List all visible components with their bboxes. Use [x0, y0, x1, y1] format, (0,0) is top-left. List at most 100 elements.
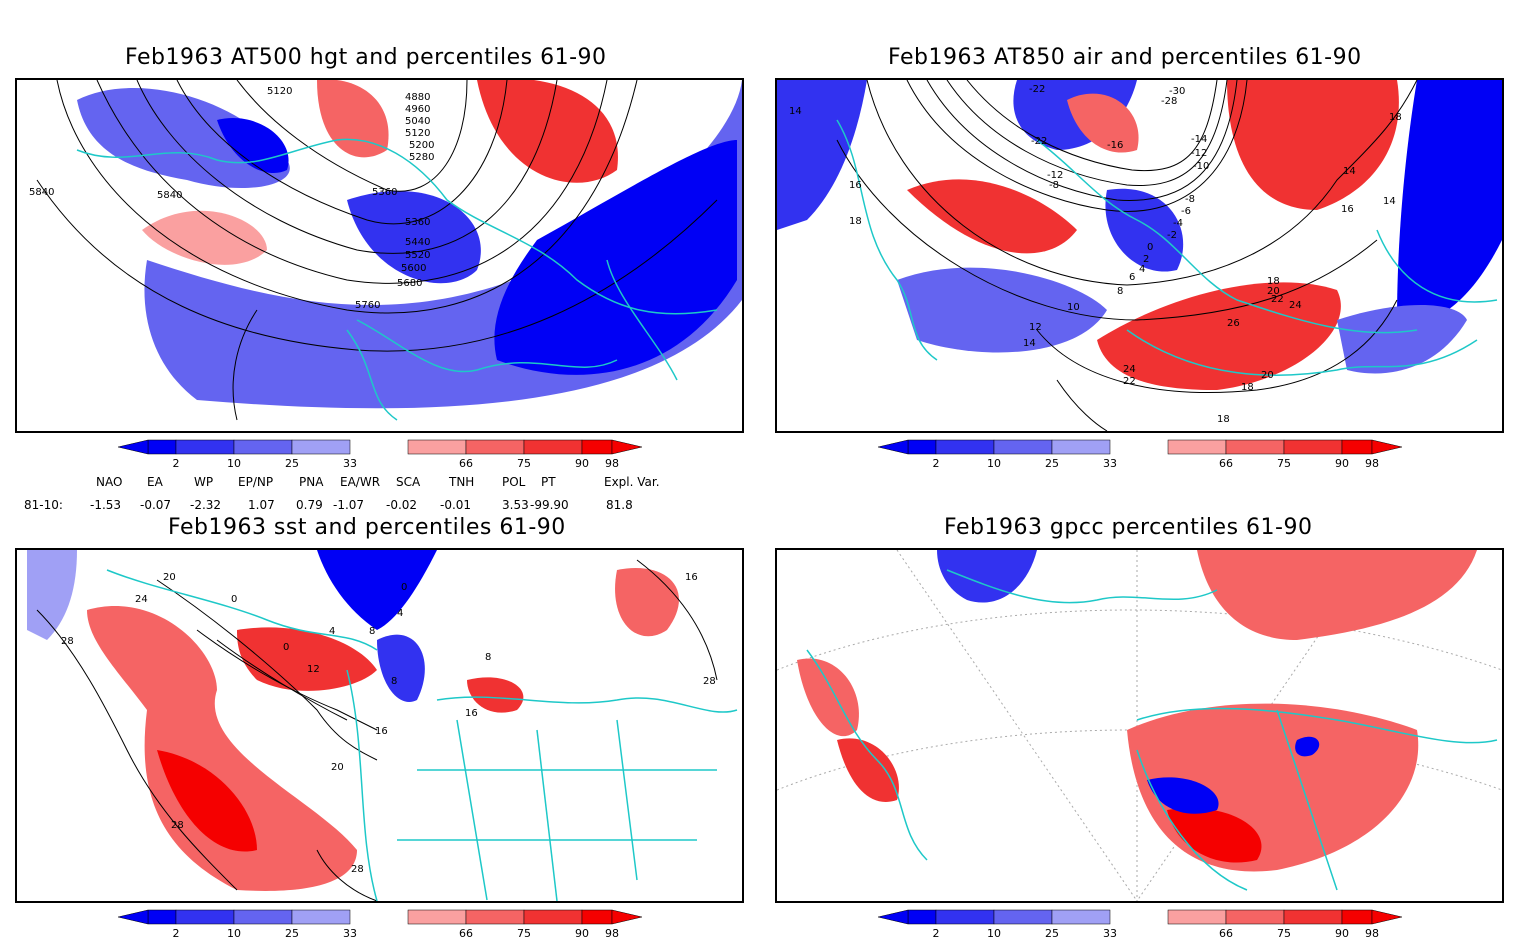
index-header: EA/WR: [340, 475, 381, 489]
contour-label: 12: [307, 664, 320, 675]
colorbar-segment: [993, 439, 1053, 455]
panel-title-air850: Feb1963 AT850 air and percentiles 61-90: [888, 45, 1362, 70]
precip-red-africa-core: [1167, 808, 1262, 863]
contour-label: 26: [1227, 318, 1240, 329]
colorbar-segment: [1051, 909, 1111, 925]
contour-label: 5440: [405, 237, 430, 248]
anomaly-blue-africa-east: [1337, 305, 1467, 374]
contour-label: 22: [1271, 294, 1284, 305]
contour-label: 5840: [157, 190, 182, 201]
anomaly-red-caspian: [615, 568, 679, 637]
colorbar-tick-label: 2: [173, 927, 180, 940]
contour-label: 5120: [405, 128, 430, 139]
colorbar-tick-label: 90: [575, 927, 589, 940]
colorbar-segment: [407, 439, 467, 455]
colorbar-left-arrow: [877, 909, 909, 925]
colorbar-segment: [1167, 909, 1227, 925]
colorbar-right-arrow: [611, 909, 643, 925]
contour-label: 20: [1267, 286, 1280, 297]
contour-label: 5840: [29, 187, 54, 198]
contour-label: 14: [1383, 196, 1396, 207]
contour-label: -10: [1193, 161, 1209, 172]
anomaly-red-pacific: [87, 606, 357, 891]
contour-label: 28: [703, 676, 716, 687]
colorbar-segment: [175, 909, 235, 925]
contour-label: 18: [1389, 112, 1402, 123]
contour-label: 4: [329, 626, 335, 637]
contour-label: 5200: [409, 140, 434, 151]
colorbar-segment: [1051, 439, 1111, 455]
anomaly-red-atlantic: [237, 627, 377, 691]
colorbar-segment: [1283, 909, 1343, 925]
anomaly-red-north: [317, 80, 389, 158]
colorbar-segment: [233, 439, 293, 455]
index-value: -99.90: [530, 498, 569, 512]
colorbar-tick-label: 33: [1103, 457, 1117, 470]
index-value: -2.32: [190, 498, 222, 512]
contour-label: 22: [1123, 376, 1136, 387]
contour-label: 24: [1123, 364, 1136, 375]
contour-label: 0: [231, 594, 237, 605]
colorbar-segment: [233, 909, 293, 925]
contour-label: 4960: [405, 104, 430, 115]
contour-label: -6: [1181, 206, 1191, 217]
colorbar-tick-label: 98: [605, 457, 619, 470]
index-header: EA: [147, 475, 163, 489]
anomaly-blue-core: [217, 118, 289, 173]
contour-label: 5360: [405, 217, 430, 228]
map-panel-gpcc: [775, 548, 1504, 903]
contour-label: 5600: [401, 263, 426, 274]
contour-label: 14: [789, 106, 802, 117]
anomaly-blue-europe: [347, 190, 481, 284]
colorbar-left-arrow: [117, 439, 149, 455]
precip-blue-east: [1295, 736, 1320, 757]
index-header: WP: [194, 475, 214, 489]
colorbar-left-arrow: [877, 439, 909, 455]
map-panel-hgt500: 5120 4880 4960 5040 5120 5200 5280 5360 …: [15, 78, 744, 433]
colorbar-segment: [1167, 439, 1227, 455]
contour-label: 5520: [405, 250, 430, 261]
contour-label: 2: [1143, 254, 1149, 265]
contour-label: -4: [1173, 218, 1183, 229]
colorbar-tick-label: 66: [1219, 457, 1233, 470]
colorbar-tick-label: 25: [1045, 457, 1059, 470]
index-header: PNA: [299, 475, 324, 489]
colorbar-svg: 2 10 25 33 66 75 90 98: [117, 909, 643, 940]
map-panel-sst: 24 20 28 0 0 4 8 12 16 20 28 28 28 8 16 …: [15, 548, 744, 903]
colorbar-tick-label: 10: [987, 927, 1001, 940]
map-svg-gpcc: [777, 550, 1502, 901]
anomaly-blue-pacific: [897, 267, 1107, 353]
contour-label: 8: [485, 652, 491, 663]
index-header: POL: [502, 475, 526, 489]
index-header: NAO: [96, 475, 123, 489]
colorbar-tick-label: 33: [343, 457, 357, 470]
index-header: EP/NP: [238, 475, 274, 489]
index-value: 1.07: [248, 498, 275, 512]
contour-label: 18: [1241, 382, 1254, 393]
contour-label: -28: [1161, 96, 1177, 107]
colorbar-segment: [175, 439, 235, 455]
precip-red-west: [797, 658, 859, 737]
contour-label: -22: [1031, 136, 1047, 147]
map-svg-air850: -22 -30 -28 -22 -16 -14 -12 -10 -12 -8 -…: [777, 80, 1502, 431]
index-header: PT: [541, 475, 556, 489]
index-value: -1.53: [90, 498, 122, 512]
index-value: -0.07: [140, 498, 172, 512]
contour-label: -8: [1049, 180, 1059, 191]
anomaly-red-greenland: [1067, 93, 1139, 153]
anomaly-blue-atlantic-north: [317, 550, 437, 630]
colorbar-tick-label: 98: [1365, 457, 1379, 470]
colorbar-segment: [523, 909, 583, 925]
precip-red-north-east: [1197, 550, 1477, 640]
colorbar-sst: 2 10 25 33 66 75 90 98: [110, 908, 650, 940]
anomaly-blue-east: [1397, 80, 1502, 323]
colorbar-air850: 2 10 25 33 66 75 90 98: [870, 438, 1410, 472]
index-value: -0.01: [440, 498, 472, 512]
contour-label: 16: [685, 572, 698, 583]
precip-blue-sahara: [1147, 777, 1219, 814]
colorbar-segment: [993, 909, 1053, 925]
anomaly-red-pacific: [142, 210, 267, 265]
contour-label: 24: [1289, 300, 1302, 311]
precip-red-caribbean: [837, 738, 899, 802]
colorbar-tick-label: 2: [933, 457, 940, 470]
